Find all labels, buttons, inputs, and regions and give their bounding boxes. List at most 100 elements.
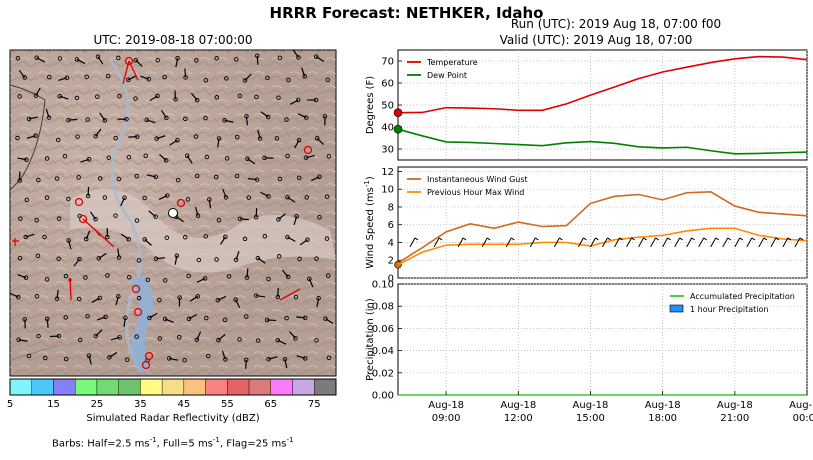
wind-barb bbox=[305, 154, 315, 159]
station-dot bbox=[194, 337, 200, 343]
station-dot bbox=[317, 214, 322, 220]
wind-barb-flag bbox=[763, 237, 768, 241]
station-dot bbox=[34, 294, 40, 299]
y-tick-label: 30 bbox=[381, 145, 394, 156]
wind-barb bbox=[409, 237, 416, 248]
station-dot bbox=[95, 54, 101, 59]
station-dot bbox=[325, 77, 331, 83]
wind-barb bbox=[281, 269, 289, 278]
station-dot bbox=[182, 235, 188, 240]
wind-barb bbox=[99, 112, 106, 121]
wind-barb bbox=[88, 355, 92, 365]
station-dot bbox=[203, 234, 208, 239]
station-dot bbox=[317, 174, 322, 180]
colorbar-segment bbox=[292, 378, 315, 396]
station-dot bbox=[105, 273, 110, 278]
wind-barb bbox=[221, 350, 226, 360]
station-dot bbox=[95, 94, 100, 99]
y-tick-label: 0.06 bbox=[372, 324, 394, 335]
station-dot bbox=[213, 174, 219, 180]
wind-barb bbox=[481, 237, 488, 248]
station-dot bbox=[235, 134, 240, 140]
wind-barb bbox=[149, 95, 158, 102]
wind-barb bbox=[220, 236, 226, 245]
station-dot bbox=[126, 77, 131, 83]
colorbar-tick-label: 25 bbox=[91, 399, 104, 410]
station-dot bbox=[43, 355, 48, 361]
station-dot bbox=[66, 196, 71, 202]
station-dot bbox=[34, 55, 39, 60]
station-dot bbox=[234, 173, 240, 179]
wind-barb bbox=[169, 139, 178, 146]
wind-barb bbox=[95, 329, 103, 337]
x-tick-label: 15:00 bbox=[576, 413, 605, 424]
wind-barb bbox=[433, 237, 440, 248]
station-dot bbox=[186, 316, 192, 322]
station-dot bbox=[224, 76, 229, 81]
wind-barb bbox=[770, 237, 777, 248]
wind-barb bbox=[24, 319, 26, 329]
wind-barb bbox=[175, 216, 184, 223]
colorbar-segment bbox=[205, 378, 228, 396]
station-dot bbox=[214, 95, 220, 100]
station-dot bbox=[97, 295, 103, 301]
colorbar-segment bbox=[161, 378, 185, 396]
wind-barb-flag bbox=[703, 237, 708, 241]
wind-barb bbox=[148, 210, 157, 218]
chart-panel-3: 0.00 0.02 0.04 0.06 0.08 0.10 Precipitation (i… bbox=[365, 280, 813, 425]
station-dot bbox=[63, 356, 69, 362]
chart-panel-2: 0 2 4 6 8 10 12 Wind Speed (ms-1) Instantaneous … bbox=[363, 166, 808, 285]
station-dot bbox=[182, 357, 187, 363]
wind-barb bbox=[26, 135, 36, 139]
station-dot bbox=[17, 255, 23, 261]
wind-barb bbox=[235, 299, 241, 309]
wind-barb-flag bbox=[799, 237, 804, 241]
station-dot bbox=[76, 296, 82, 302]
wind-barb bbox=[89, 211, 97, 220]
wind-barb-flag bbox=[619, 237, 623, 241]
station-dot bbox=[155, 93, 160, 99]
series-line bbox=[397, 55, 808, 114]
wind-barb bbox=[222, 188, 227, 198]
station-dot bbox=[266, 276, 271, 282]
wind-barb bbox=[257, 257, 266, 264]
wind-barb-flag bbox=[595, 237, 599, 241]
wind-barb bbox=[120, 233, 130, 240]
wind-barb bbox=[58, 77, 68, 82]
wind-barb bbox=[98, 252, 107, 259]
wind-barb bbox=[155, 257, 165, 260]
station-dot bbox=[35, 253, 41, 259]
wind-barb bbox=[260, 111, 269, 118]
wind-barb bbox=[174, 90, 177, 100]
station-dot bbox=[285, 153, 290, 159]
barb-note-sup: -1 bbox=[286, 436, 294, 444]
y-tick-label: 0.08 bbox=[372, 302, 394, 313]
wind-barb bbox=[299, 239, 308, 246]
wind-barb bbox=[590, 237, 596, 248]
x-tick-label: 12:00 bbox=[504, 413, 533, 424]
barb-legend-note: Barbs: Half=2.5 ms-1, Full=5 ms-1, Flag=… bbox=[52, 436, 293, 449]
y-tick-label: 10 bbox=[381, 185, 394, 196]
station-dot bbox=[265, 75, 270, 81]
station-dot bbox=[157, 297, 162, 303]
run-time-label: Run (UTC): 2019 Aug 18, 07:00 f00 bbox=[510, 17, 722, 31]
colorbar-tick-label: 55 bbox=[221, 399, 234, 410]
wind-barb-flag bbox=[655, 237, 659, 241]
station-dot bbox=[223, 234, 228, 240]
y-tick-label: 50 bbox=[381, 101, 394, 112]
station-dot bbox=[97, 176, 103, 181]
wind-barb bbox=[188, 313, 197, 320]
station-dot bbox=[195, 173, 200, 179]
wind-barb bbox=[287, 196, 296, 203]
colorbar-segment bbox=[314, 378, 337, 396]
wind-barb-flag bbox=[438, 237, 443, 241]
station-dot bbox=[56, 216, 62, 221]
station-dot bbox=[175, 177, 181, 183]
station-dot bbox=[202, 276, 208, 281]
station-dot bbox=[126, 154, 132, 160]
station-dot bbox=[93, 333, 99, 339]
wind-barb bbox=[46, 318, 49, 328]
station-dot bbox=[196, 257, 202, 263]
wind-barb bbox=[73, 258, 80, 267]
wind-barb bbox=[217, 295, 227, 301]
